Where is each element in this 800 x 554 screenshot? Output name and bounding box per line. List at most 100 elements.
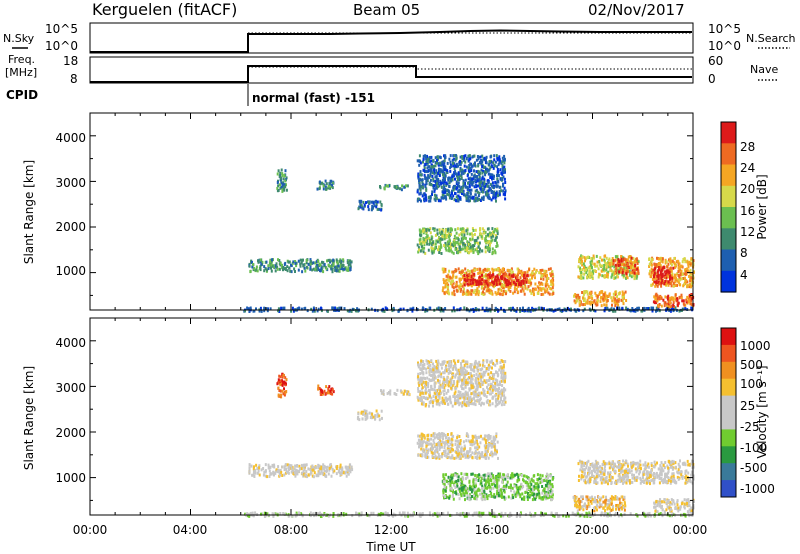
power-cell <box>650 263 653 267</box>
power-cell <box>338 306 341 310</box>
velocity-cell <box>507 485 510 489</box>
power-cell <box>542 287 545 291</box>
power-cell <box>477 194 480 198</box>
station-title: Kerguelen (fitACF) <box>92 0 237 19</box>
power-cell <box>455 269 457 273</box>
power-cell <box>311 309 314 313</box>
power-cell <box>451 196 453 200</box>
power-cell <box>507 285 510 289</box>
power-cell <box>437 248 439 252</box>
power-cell <box>325 182 328 186</box>
power-cell <box>671 279 674 283</box>
power-cell <box>481 306 484 310</box>
power-panel: 1000 2000 3000 4000 Slant Range [km] <box>22 112 695 313</box>
power-cell <box>519 307 522 311</box>
power-cell <box>257 260 260 264</box>
power-cell <box>523 282 526 286</box>
power-cell <box>490 239 493 243</box>
velocity-cell <box>266 512 269 516</box>
power-cell <box>485 182 488 186</box>
velocity-cell <box>360 411 363 415</box>
power-cell <box>266 309 269 313</box>
power-cell <box>656 294 659 298</box>
velocity-cell <box>276 382 279 386</box>
velocity-cell <box>292 471 295 475</box>
power-cell <box>464 185 467 189</box>
power-cell <box>684 307 687 311</box>
velocity-cell <box>248 514 251 518</box>
power-cell <box>383 186 386 190</box>
velocity-cell <box>443 441 445 445</box>
velocity-cell <box>287 465 290 469</box>
power-cell <box>436 307 438 311</box>
velocity-cell <box>278 389 281 392</box>
velocity-cell <box>475 440 478 443</box>
power-cell <box>437 157 440 161</box>
power-cell <box>465 156 468 160</box>
power-cell <box>286 269 289 273</box>
power-cell <box>667 262 670 266</box>
power-cell <box>477 293 480 297</box>
power-cell <box>462 183 465 187</box>
power-cell <box>607 261 609 265</box>
power-cell <box>332 307 335 311</box>
velocity-cell <box>484 439 487 443</box>
velocity-cell <box>356 512 359 516</box>
power-cell <box>469 167 471 171</box>
velocity-cell <box>248 463 251 467</box>
velocity-cell <box>444 434 447 437</box>
power-cell <box>540 306 543 310</box>
velocity-cell <box>378 512 381 516</box>
power-cell <box>397 186 399 190</box>
velocity-cell <box>376 414 379 418</box>
power-cell <box>292 309 295 313</box>
power-cell <box>467 242 470 246</box>
power-cell <box>335 269 338 272</box>
power-cell <box>399 187 401 191</box>
power-cell <box>417 246 420 250</box>
power-cell <box>588 301 591 305</box>
power-cell <box>516 284 519 288</box>
power-cell <box>591 269 594 273</box>
velocity-cell <box>322 463 325 467</box>
power-cell <box>277 184 280 188</box>
power-cell <box>372 201 375 205</box>
velocity-cell <box>493 445 496 449</box>
power-cell <box>463 233 466 237</box>
velocity-cell <box>474 449 477 453</box>
freq-tick-18: 18 <box>63 54 78 68</box>
power-cell <box>635 257 638 261</box>
power-cell <box>669 309 672 313</box>
power-cell <box>461 229 463 233</box>
velocity-cell <box>419 434 422 438</box>
power-cell <box>588 273 590 277</box>
power-cell <box>443 267 446 271</box>
velocity-cell <box>494 443 496 446</box>
power-cell <box>468 280 471 284</box>
velocity-cell <box>471 495 473 498</box>
power-cell <box>357 207 360 211</box>
power-cell <box>681 260 684 264</box>
power-cell <box>585 271 588 275</box>
power-cell <box>452 251 455 255</box>
power-cell <box>660 268 663 272</box>
velocity-cell <box>279 473 281 477</box>
power-cell <box>621 296 624 299</box>
power-cell <box>488 240 491 243</box>
power-cell <box>496 244 499 248</box>
power-cell <box>444 267 447 271</box>
power-cell <box>473 244 476 247</box>
power-cell <box>598 291 601 295</box>
velocity-cell <box>310 470 313 474</box>
power-cell <box>457 242 460 246</box>
power-cell <box>302 264 305 268</box>
power-cell <box>637 260 640 264</box>
power-cell <box>475 158 478 162</box>
power-cell <box>320 266 323 270</box>
power-cell <box>503 158 506 162</box>
power-cell <box>533 267 536 271</box>
power-cell <box>474 175 477 179</box>
power-cell <box>605 262 608 266</box>
power-cell <box>660 276 663 280</box>
velocity-cell <box>545 474 548 478</box>
